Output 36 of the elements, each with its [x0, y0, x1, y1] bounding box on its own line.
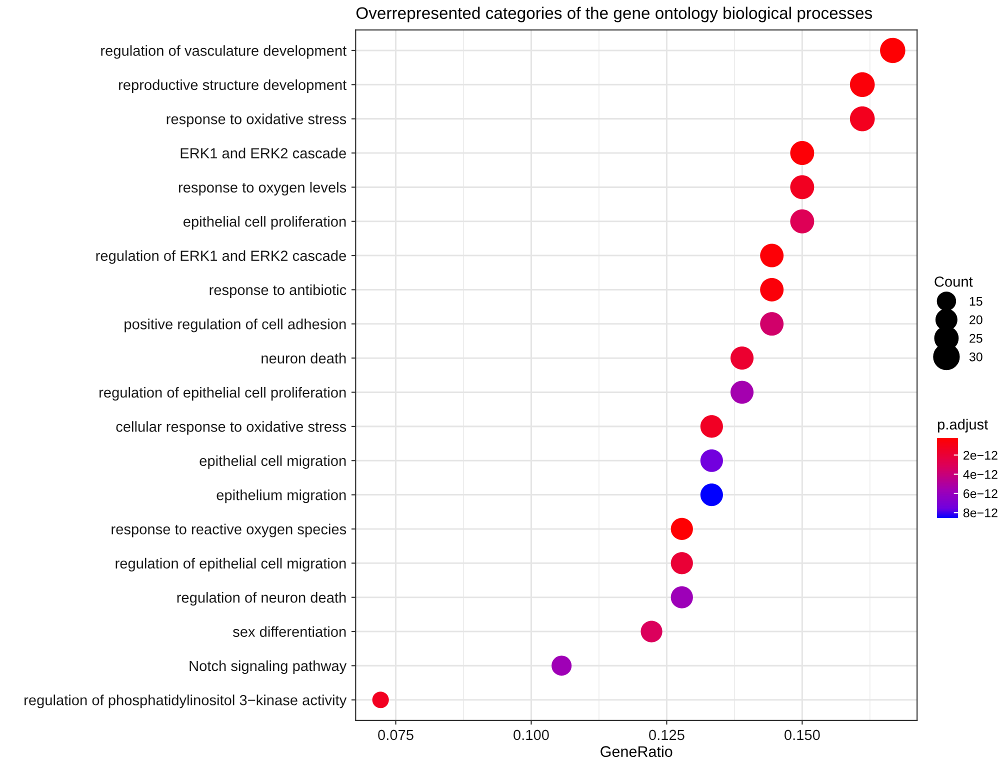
y-tick-label: positive regulation of cell adhesion [124, 318, 346, 332]
legend-label: 25 [970, 334, 982, 343]
y-tick-label: epithelium migration [216, 490, 346, 504]
y-tick-label: ERK1 and ERK2 cascade [180, 148, 346, 158]
y-tick-label: sex differentiation [232, 626, 346, 637]
color-bar-label: 6e−12 [964, 489, 998, 498]
y-tick-label: regulation of neuron death [177, 592, 346, 606]
y-tick-label: epithelial cell migration [200, 455, 346, 469]
color-bar-label: 8e−12 [963, 508, 998, 518]
y-tick-label: regulation of vasculature development [101, 45, 347, 59]
legend-title: Count [934, 276, 973, 287]
legend-label: 15 [970, 297, 982, 306]
y-tick-label: regulation of epithelial cell migration [116, 558, 346, 572]
y-tick-label: response to antibiotic [210, 284, 346, 298]
color-bar-label: 2e−12 [964, 450, 998, 460]
x-tick-label: 0.075 [378, 730, 414, 740]
chart-title: Overrepresented categories of the gene ontology biological processes [356, 6, 872, 22]
x-tick-label: 0.150 [784, 730, 820, 740]
y-tick-label: response to oxidative stress [166, 114, 346, 128]
x-tick-label: 0.100 [514, 730, 549, 740]
y-tick-label: epithelial cell proliferation [183, 216, 346, 230]
x-axis-title: GeneRatio [600, 746, 672, 758]
y-tick-label: neuron death [262, 352, 346, 364]
color-bar-label: 4e−12 [963, 470, 998, 479]
y-tick-label: cellular response to oxidative stress [116, 421, 346, 435]
y-tick-label: Notch signaling pathway [190, 660, 347, 674]
color-bar-title: p.adjust [938, 418, 988, 432]
y-tick-label: reproductive structure development [119, 79, 347, 93]
y-tick-label: response to reactive oxygen species [112, 524, 346, 538]
x-tick-label: 0.125 [649, 730, 684, 740]
y-tick-label: regulation of ERK1 and ERK2 cascade [96, 250, 346, 264]
y-tick-label: regulation of phosphatidylinositol 3−kinase activity [24, 694, 347, 708]
legend-label: 30 [969, 352, 982, 362]
y-tick-label: regulation of epithelial cell proliferation [100, 386, 346, 401]
legend-label: 20 [970, 315, 982, 324]
y-tick-label: response to oxygen levels [178, 182, 346, 196]
